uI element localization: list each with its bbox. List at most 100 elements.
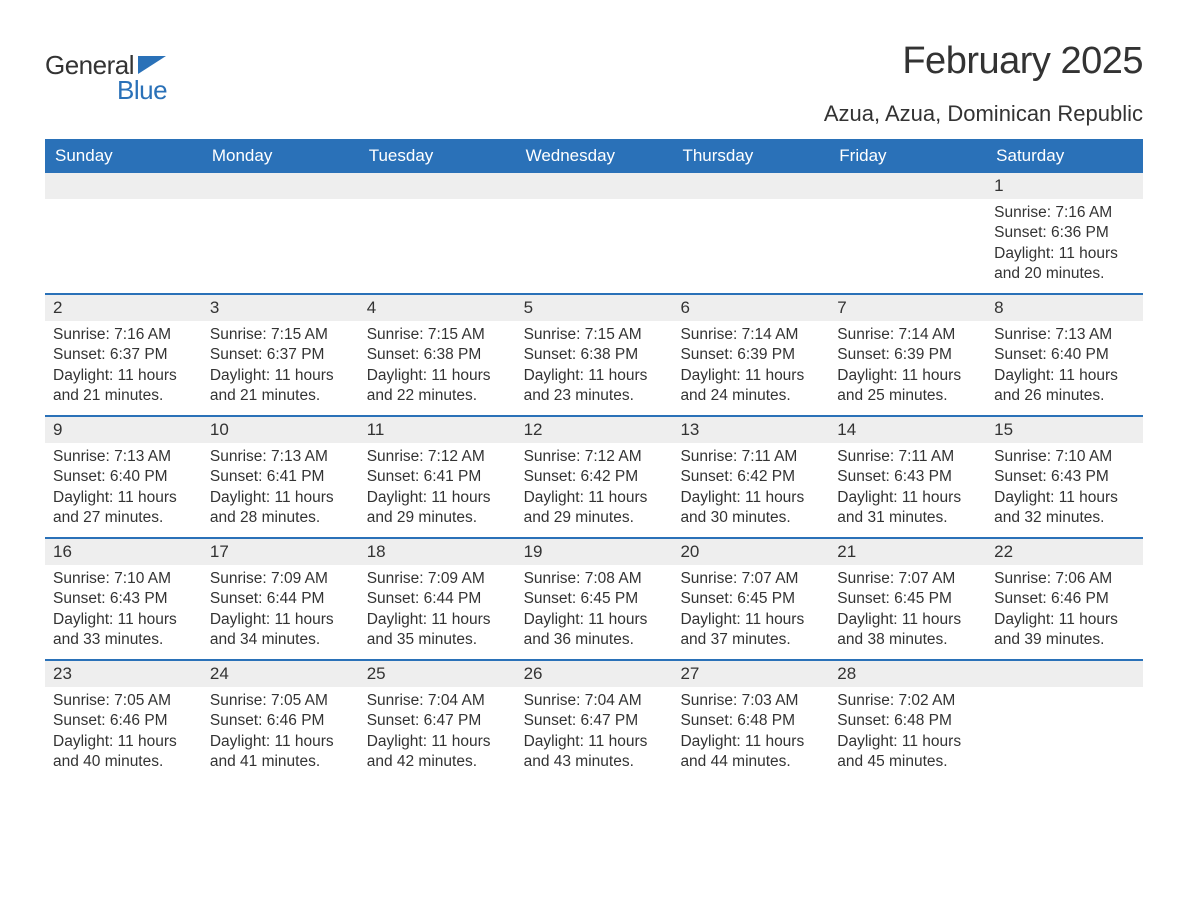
empty-day-bar bbox=[829, 173, 986, 199]
sunrise-text: Sunrise: 7:10 AM bbox=[994, 447, 1135, 467]
day-cell bbox=[359, 173, 516, 293]
day-cell: 17Sunrise: 7:09 AMSunset: 6:44 PMDayligh… bbox=[202, 539, 359, 659]
day-cell: 6Sunrise: 7:14 AMSunset: 6:39 PMDaylight… bbox=[672, 295, 829, 415]
day-cell bbox=[672, 173, 829, 293]
day-details: Sunrise: 7:08 AMSunset: 6:45 PMDaylight:… bbox=[516, 565, 673, 659]
sunrise-text: Sunrise: 7:13 AM bbox=[53, 447, 194, 467]
day-cell: 15Sunrise: 7:10 AMSunset: 6:43 PMDayligh… bbox=[986, 417, 1143, 537]
day-number: 25 bbox=[359, 661, 516, 687]
day-details: Sunrise: 7:05 AMSunset: 6:46 PMDaylight:… bbox=[202, 687, 359, 781]
day-number: 1 bbox=[986, 173, 1143, 199]
sunset-text: Sunset: 6:42 PM bbox=[524, 467, 665, 487]
title-block: February 2025 Azua, Azua, Dominican Repu… bbox=[824, 40, 1143, 127]
day-cell: 8Sunrise: 7:13 AMSunset: 6:40 PMDaylight… bbox=[986, 295, 1143, 415]
sunrise-text: Sunrise: 7:16 AM bbox=[994, 203, 1135, 223]
week-row: 9Sunrise: 7:13 AMSunset: 6:40 PMDaylight… bbox=[45, 415, 1143, 537]
weekday-header: Friday bbox=[829, 139, 986, 173]
day-cell: 13Sunrise: 7:11 AMSunset: 6:42 PMDayligh… bbox=[672, 417, 829, 537]
week-row: 23Sunrise: 7:05 AMSunset: 6:46 PMDayligh… bbox=[45, 659, 1143, 781]
sunset-text: Sunset: 6:41 PM bbox=[367, 467, 508, 487]
day-details: Sunrise: 7:11 AMSunset: 6:42 PMDaylight:… bbox=[672, 443, 829, 537]
daylight-text: Daylight: 11 hours and 29 minutes. bbox=[367, 488, 508, 529]
weekday-header: Monday bbox=[202, 139, 359, 173]
day-number: 15 bbox=[986, 417, 1143, 443]
sunset-text: Sunset: 6:47 PM bbox=[524, 711, 665, 731]
header-area: General Blue February 2025 Azua, Azua, D… bbox=[45, 40, 1143, 127]
day-number: 24 bbox=[202, 661, 359, 687]
day-cell: 14Sunrise: 7:11 AMSunset: 6:43 PMDayligh… bbox=[829, 417, 986, 537]
day-number: 13 bbox=[672, 417, 829, 443]
day-number: 16 bbox=[45, 539, 202, 565]
daylight-text: Daylight: 11 hours and 23 minutes. bbox=[524, 366, 665, 407]
day-number: 14 bbox=[829, 417, 986, 443]
day-cell bbox=[986, 661, 1143, 781]
day-number: 27 bbox=[672, 661, 829, 687]
day-details: Sunrise: 7:10 AMSunset: 6:43 PMDaylight:… bbox=[45, 565, 202, 659]
sunrise-text: Sunrise: 7:11 AM bbox=[680, 447, 821, 467]
day-details: Sunrise: 7:04 AMSunset: 6:47 PMDaylight:… bbox=[516, 687, 673, 781]
sunset-text: Sunset: 6:46 PM bbox=[210, 711, 351, 731]
day-cell: 20Sunrise: 7:07 AMSunset: 6:45 PMDayligh… bbox=[672, 539, 829, 659]
daylight-text: Daylight: 11 hours and 20 minutes. bbox=[994, 244, 1135, 285]
sunset-text: Sunset: 6:46 PM bbox=[994, 589, 1135, 609]
day-number: 20 bbox=[672, 539, 829, 565]
sunrise-text: Sunrise: 7:08 AM bbox=[524, 569, 665, 589]
day-number: 5 bbox=[516, 295, 673, 321]
day-details: Sunrise: 7:13 AMSunset: 6:40 PMDaylight:… bbox=[45, 443, 202, 537]
sunrise-text: Sunrise: 7:12 AM bbox=[367, 447, 508, 467]
day-number: 21 bbox=[829, 539, 986, 565]
day-number: 7 bbox=[829, 295, 986, 321]
day-number: 28 bbox=[829, 661, 986, 687]
day-details: Sunrise: 7:09 AMSunset: 6:44 PMDaylight:… bbox=[359, 565, 516, 659]
sunrise-text: Sunrise: 7:03 AM bbox=[680, 691, 821, 711]
day-cell: 16Sunrise: 7:10 AMSunset: 6:43 PMDayligh… bbox=[45, 539, 202, 659]
day-cell: 3Sunrise: 7:15 AMSunset: 6:37 PMDaylight… bbox=[202, 295, 359, 415]
day-cell: 24Sunrise: 7:05 AMSunset: 6:46 PMDayligh… bbox=[202, 661, 359, 781]
day-number: 12 bbox=[516, 417, 673, 443]
day-cell: 12Sunrise: 7:12 AMSunset: 6:42 PMDayligh… bbox=[516, 417, 673, 537]
empty-day-bar bbox=[986, 661, 1143, 687]
daylight-text: Daylight: 11 hours and 45 minutes. bbox=[837, 732, 978, 773]
day-cell bbox=[202, 173, 359, 293]
location-subtitle: Azua, Azua, Dominican Republic bbox=[824, 101, 1143, 127]
day-number: 23 bbox=[45, 661, 202, 687]
day-details: Sunrise: 7:13 AMSunset: 6:41 PMDaylight:… bbox=[202, 443, 359, 537]
day-number: 19 bbox=[516, 539, 673, 565]
sunrise-text: Sunrise: 7:12 AM bbox=[524, 447, 665, 467]
day-number: 10 bbox=[202, 417, 359, 443]
day-number: 22 bbox=[986, 539, 1143, 565]
sunrise-text: Sunrise: 7:11 AM bbox=[837, 447, 978, 467]
sunset-text: Sunset: 6:38 PM bbox=[367, 345, 508, 365]
day-cell bbox=[45, 173, 202, 293]
sunrise-text: Sunrise: 7:16 AM bbox=[53, 325, 194, 345]
sunset-text: Sunset: 6:42 PM bbox=[680, 467, 821, 487]
day-cell: 10Sunrise: 7:13 AMSunset: 6:41 PMDayligh… bbox=[202, 417, 359, 537]
daylight-text: Daylight: 11 hours and 32 minutes. bbox=[994, 488, 1135, 529]
daylight-text: Daylight: 11 hours and 38 minutes. bbox=[837, 610, 978, 651]
sunset-text: Sunset: 6:44 PM bbox=[210, 589, 351, 609]
day-cell: 18Sunrise: 7:09 AMSunset: 6:44 PMDayligh… bbox=[359, 539, 516, 659]
day-details: Sunrise: 7:12 AMSunset: 6:42 PMDaylight:… bbox=[516, 443, 673, 537]
sunrise-text: Sunrise: 7:07 AM bbox=[837, 569, 978, 589]
daylight-text: Daylight: 11 hours and 40 minutes. bbox=[53, 732, 194, 773]
day-cell: 27Sunrise: 7:03 AMSunset: 6:48 PMDayligh… bbox=[672, 661, 829, 781]
sunset-text: Sunset: 6:45 PM bbox=[524, 589, 665, 609]
daylight-text: Daylight: 11 hours and 34 minutes. bbox=[210, 610, 351, 651]
day-cell: 22Sunrise: 7:06 AMSunset: 6:46 PMDayligh… bbox=[986, 539, 1143, 659]
sunrise-text: Sunrise: 7:15 AM bbox=[367, 325, 508, 345]
day-details: Sunrise: 7:12 AMSunset: 6:41 PMDaylight:… bbox=[359, 443, 516, 537]
day-details: Sunrise: 7:15 AMSunset: 6:38 PMDaylight:… bbox=[516, 321, 673, 415]
empty-day-bar bbox=[672, 173, 829, 199]
day-cell: 11Sunrise: 7:12 AMSunset: 6:41 PMDayligh… bbox=[359, 417, 516, 537]
page-title: February 2025 bbox=[824, 40, 1143, 83]
sunset-text: Sunset: 6:39 PM bbox=[837, 345, 978, 365]
day-details: Sunrise: 7:15 AMSunset: 6:38 PMDaylight:… bbox=[359, 321, 516, 415]
weekday-header: Thursday bbox=[672, 139, 829, 173]
logo: General Blue bbox=[45, 40, 167, 106]
daylight-text: Daylight: 11 hours and 25 minutes. bbox=[837, 366, 978, 407]
sunrise-text: Sunrise: 7:15 AM bbox=[524, 325, 665, 345]
day-number: 8 bbox=[986, 295, 1143, 321]
sunset-text: Sunset: 6:40 PM bbox=[994, 345, 1135, 365]
day-details: Sunrise: 7:14 AMSunset: 6:39 PMDaylight:… bbox=[672, 321, 829, 415]
sunrise-text: Sunrise: 7:13 AM bbox=[210, 447, 351, 467]
